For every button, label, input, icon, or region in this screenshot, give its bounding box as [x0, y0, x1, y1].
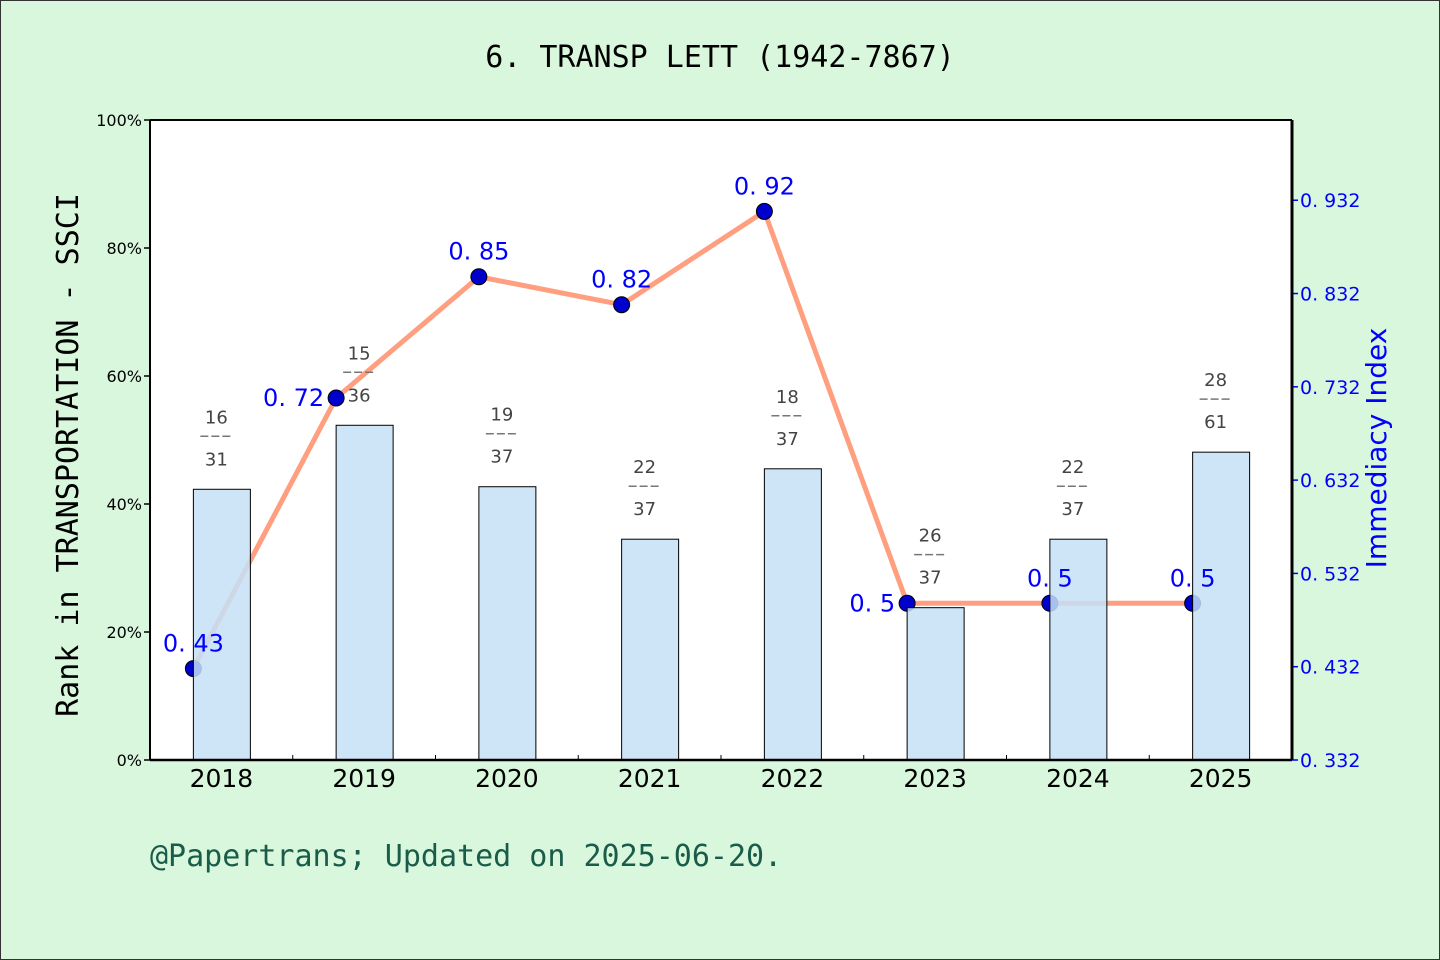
- immediacy-point: [755, 202, 773, 220]
- rank-bar: [906, 607, 965, 761]
- y2-tick-label: 0. 432: [1300, 657, 1360, 679]
- y-tick-label: 80%: [106, 239, 142, 258]
- total-label: 37: [490, 447, 513, 468]
- x-tick-label: 2019: [332, 764, 396, 793]
- x-tick-label: 2021: [618, 764, 682, 793]
- x-tick-label: 2018: [190, 764, 254, 793]
- x-tick-label: 2022: [761, 764, 825, 793]
- immediacy-value-label: 0. 43: [163, 630, 224, 658]
- rank-bar: [1049, 538, 1108, 761]
- rank-label: 19: [490, 405, 513, 426]
- chart-title: 6. TRANSP LETT (1942-7867): [485, 40, 955, 75]
- y2-tick-label: 0. 632: [1300, 470, 1360, 492]
- y2-tick-label: 0. 532: [1300, 563, 1360, 585]
- immediacy-value-label: 0. 5: [1170, 564, 1216, 592]
- total-label: 37: [919, 568, 942, 589]
- y-tick-label: 100%: [96, 111, 142, 130]
- y2-tick-label: 0. 832: [1300, 284, 1360, 306]
- immediacy-value-label: 0. 85: [448, 238, 509, 266]
- rank-label: 26: [919, 526, 942, 547]
- x-tick-label: 2023: [903, 764, 967, 793]
- rank-bar: [1192, 451, 1251, 761]
- rank-bar: [763, 468, 822, 761]
- plot-area: [150, 120, 1292, 760]
- rank-bar: [478, 486, 537, 761]
- rank-label: 16: [205, 407, 228, 428]
- immediacy-value-label: 0. 92: [734, 172, 795, 200]
- y-tick-label: 60%: [106, 367, 142, 386]
- immediacy-value-label: 0. 5: [849, 589, 895, 617]
- y-tick-label: 0%: [117, 751, 142, 770]
- immediacy-line: [191, 208, 1193, 670]
- rank-label: 22: [633, 457, 656, 478]
- x-tick-label: 2020: [475, 764, 539, 793]
- immediacy-value-label: 0. 5: [1027, 564, 1073, 592]
- total-label: 37: [776, 429, 799, 450]
- total-label: 37: [1061, 499, 1084, 520]
- y-tick-label: 40%: [106, 495, 142, 514]
- immediacy-point: [613, 296, 631, 314]
- rank-label: 22: [1061, 457, 1084, 478]
- y2-axis-label: Immediacy Index: [1360, 328, 1393, 569]
- rank-bar: [192, 488, 251, 761]
- total-label: 36: [348, 385, 371, 406]
- x-tick-label: 2025: [1189, 764, 1253, 793]
- total-label: 37: [633, 499, 656, 520]
- immediacy-value-label: 0. 82: [591, 266, 652, 294]
- immediacy-point: [470, 268, 488, 286]
- total-label: 61: [1204, 412, 1227, 433]
- x-tick-label: 2024: [1046, 764, 1110, 793]
- rank-label: 18: [776, 387, 799, 408]
- y2-tick-label: 0. 732: [1300, 377, 1360, 399]
- y-tick-label: 20%: [106, 623, 142, 642]
- rank-label: 15: [348, 343, 371, 364]
- y2-tick-label: 0. 932: [1300, 190, 1360, 212]
- footer-note: @Papertrans; Updated on 2025-06-20.: [150, 839, 782, 874]
- total-label: 31: [205, 449, 228, 470]
- y-axis-label: Rank in TRANSPORTATION - SSCI: [51, 193, 86, 717]
- rank-bar: [335, 424, 394, 761]
- immediacy-value-label: 0. 72: [263, 384, 324, 412]
- y2-tick-label: 0. 332: [1300, 750, 1360, 772]
- rank-label: 28: [1204, 370, 1227, 391]
- immediacy-point: [327, 389, 345, 407]
- rank-bar: [621, 538, 680, 761]
